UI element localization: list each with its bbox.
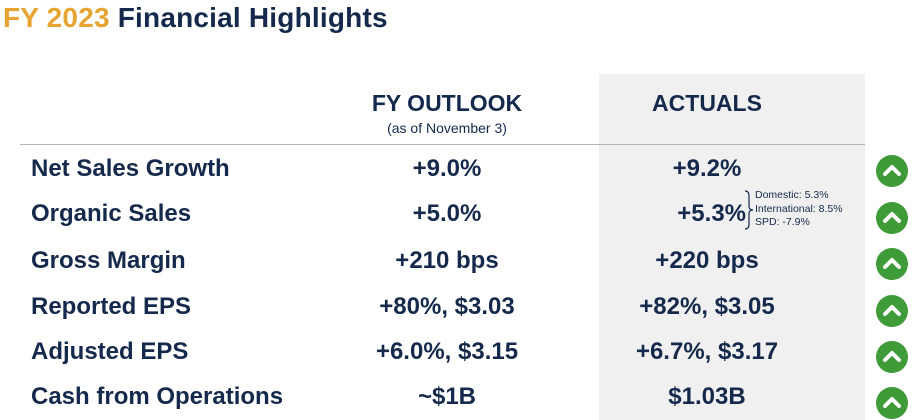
row-outlook-value: ~$1B bbox=[417, 383, 477, 410]
title-year: FY 2023 bbox=[3, 2, 110, 33]
page-title: FY 2023 Financial Highlights bbox=[3, 2, 388, 34]
row-outlook-value: +9.0% bbox=[412, 155, 482, 182]
breakdown-spd: SPD: -7.9% bbox=[755, 216, 810, 228]
chevron-up-icon bbox=[876, 341, 908, 373]
table-row: Adjusted EPS +6.0%, $3.15 +6.7%, $3.17 bbox=[0, 329, 912, 375]
row-label: Organic Sales bbox=[31, 200, 192, 227]
header-actuals: ACTUALS bbox=[652, 90, 762, 116]
header-divider bbox=[20, 144, 865, 145]
title-text: Financial Highlights bbox=[117, 2, 388, 33]
table-row: Net Sales Growth +9.0% +9.2% bbox=[0, 146, 912, 192]
table-row: Cash from Operations ~$1B $1.03B bbox=[0, 374, 912, 420]
chevron-up-icon bbox=[876, 248, 908, 280]
chevron-up-icon bbox=[876, 202, 908, 234]
chevron-up-icon bbox=[876, 295, 908, 327]
row-label: Reported EPS bbox=[31, 293, 192, 320]
breakdown-international: International: 8.5% bbox=[755, 202, 843, 215]
table-row: Gross Margin +210 bps +220 bps bbox=[0, 238, 912, 284]
row-actual-value: +220 bps bbox=[655, 247, 759, 274]
chevron-up-icon bbox=[876, 387, 908, 419]
row-actual-value: +6.7%, $3.17 bbox=[635, 338, 779, 365]
row-label: Adjusted EPS bbox=[31, 338, 189, 365]
organic-sales-breakdown: Domestic: 5.3% International: 8.5% SPD: … bbox=[755, 189, 843, 230]
row-outlook-value: +6.0%, $3.15 bbox=[375, 338, 519, 365]
actuals-column-background bbox=[599, 74, 865, 420]
table-row: Organic Sales +5.0% +5.3% bbox=[0, 191, 912, 237]
breakdown-brace bbox=[744, 190, 754, 230]
row-label: Net Sales Growth bbox=[31, 155, 230, 182]
row-actual-value: $1.03B bbox=[668, 383, 746, 410]
header-fy-outlook: FY OUTLOOK bbox=[371, 90, 523, 116]
row-outlook-value: +5.0% bbox=[412, 200, 482, 227]
row-actual-value: +5.3% bbox=[677, 200, 746, 227]
row-actual-value: +82%, $3.05 bbox=[639, 293, 775, 320]
breakdown-domestic: Domestic: 5.3% bbox=[755, 189, 829, 201]
row-outlook-value: +80%, $3.03 bbox=[379, 293, 515, 320]
table-row: Reported EPS +80%, $3.03 +82%, $3.05 bbox=[0, 284, 912, 330]
row-label: Gross Margin bbox=[31, 247, 186, 274]
row-outlook-value: +210 bps bbox=[395, 247, 499, 274]
row-actual-value: +9.2% bbox=[672, 155, 742, 182]
header-outlook-date: (as of November 3) bbox=[387, 120, 507, 136]
row-label: Cash from Operations bbox=[31, 383, 284, 410]
chevron-up-icon bbox=[876, 155, 908, 187]
